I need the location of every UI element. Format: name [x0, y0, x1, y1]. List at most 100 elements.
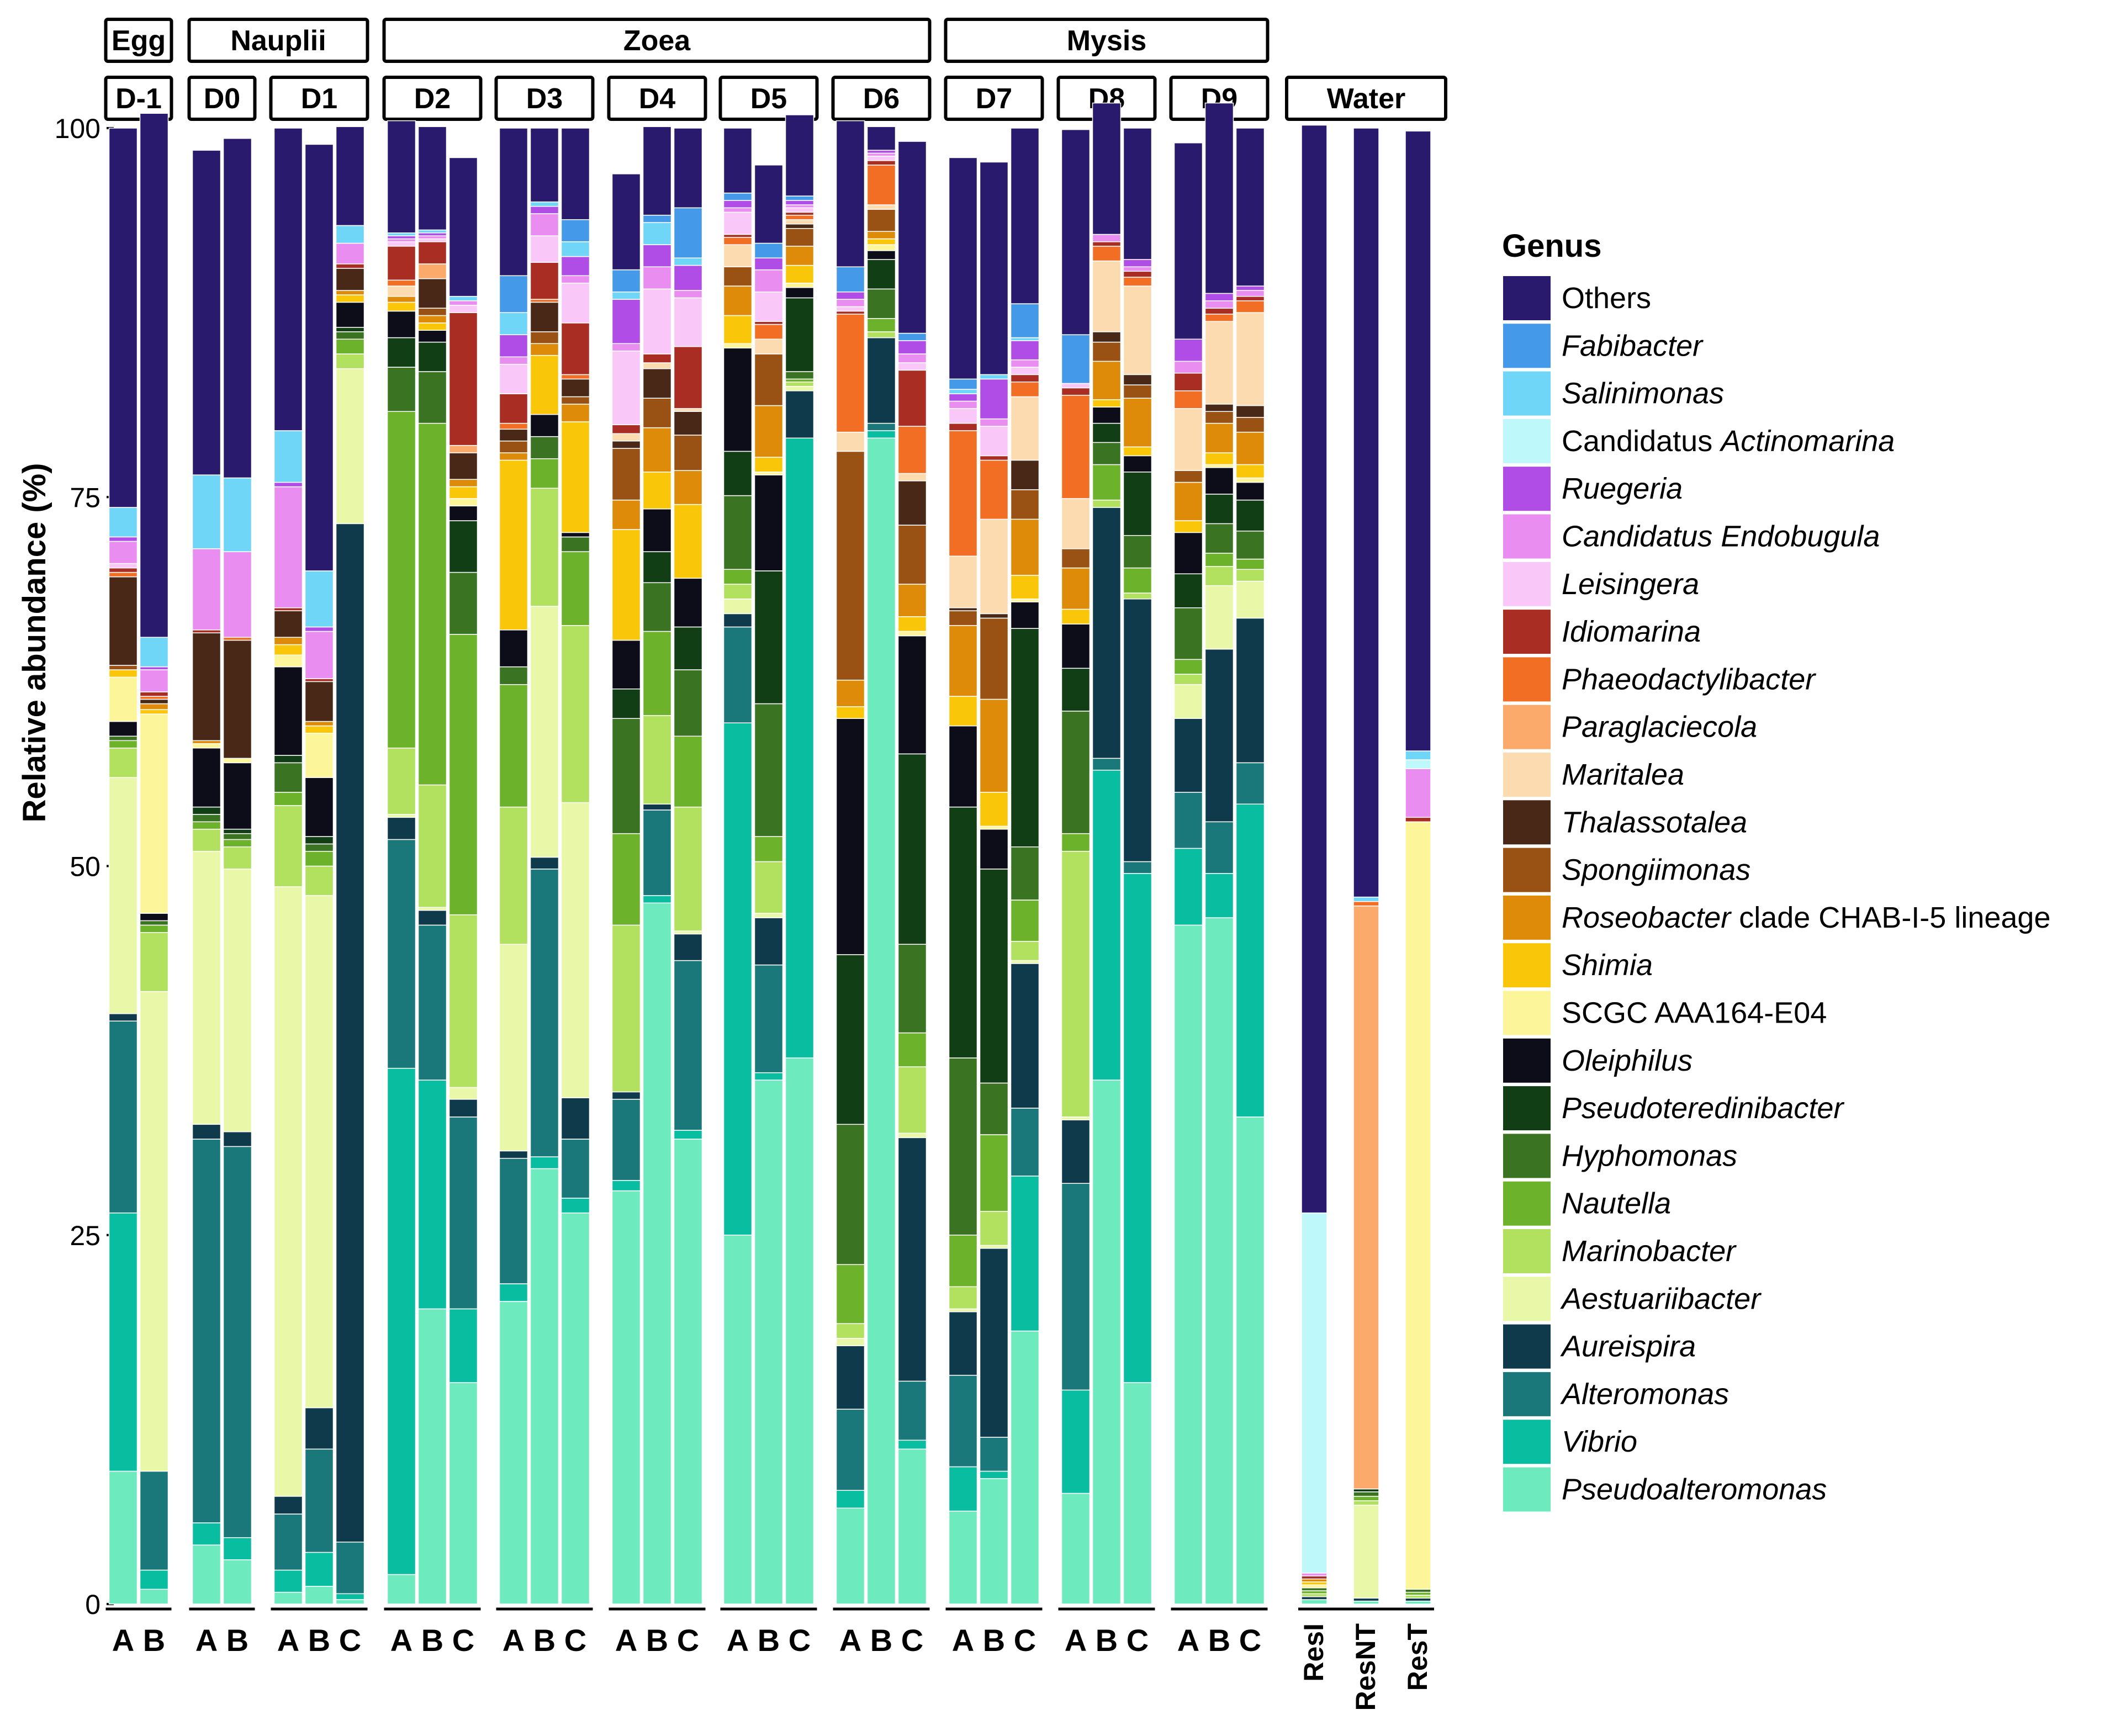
bar-rest — [1405, 130, 1431, 1605]
segment-marinobacter — [499, 806, 528, 945]
legend-label-italic: Aureispira — [1560, 1330, 1696, 1363]
segment-pseudoteredinibacter — [1123, 472, 1152, 536]
segment-scgc-aaa164-e04 — [754, 472, 784, 475]
segment-shimia — [1010, 575, 1040, 600]
segment-pseudoteredinibacter — [335, 327, 365, 332]
segment-vibrio — [897, 1439, 927, 1450]
segment-others — [139, 113, 169, 638]
segment-others — [1010, 128, 1040, 304]
segment-ruegeria — [673, 264, 703, 291]
segment-leisingera — [785, 207, 815, 213]
segment-maritalea — [1204, 321, 1234, 405]
y-axis: 0 25 50 75 100 — [55, 113, 115, 1620]
segment-thalassotalea — [335, 268, 365, 291]
segment-hyphomonas — [754, 703, 784, 837]
segment-paraglaciecola — [1353, 905, 1379, 1490]
legend-label: Maritalea — [1562, 758, 1684, 791]
segment-alteromonas — [1061, 1183, 1091, 1391]
segment-pseudoteredinibacter — [1235, 499, 1265, 532]
segment-roseobacter-clade-chab-i-5-lineage — [387, 295, 416, 303]
segment-alteromonas — [304, 1448, 334, 1553]
segment-pseudoalteromonas — [304, 1586, 334, 1605]
segment-phaeodactylibacter — [1092, 246, 1122, 262]
segment-candidatus-endobugula — [223, 551, 252, 638]
segment-shimia — [139, 709, 169, 714]
bar-d6-a — [835, 120, 865, 1605]
legend-label-italic: Oleiphilus — [1562, 1044, 1693, 1077]
segment-alteromonas — [1204, 821, 1234, 874]
segment-hyphomonas — [897, 944, 927, 1034]
segment-alteromonas — [1010, 1108, 1040, 1177]
segment-salinimonas — [1010, 337, 1040, 341]
legend-item-fabibacter: Fabibacter — [1503, 324, 1704, 368]
bar-d8-c — [1123, 128, 1152, 1605]
segment-candidatus-endobugula — [273, 486, 303, 608]
segment-roseobacter-clade-chab-i-5-lineage — [499, 452, 528, 461]
segment-aestuariibacter — [897, 1132, 927, 1139]
segment-aureispira — [642, 803, 672, 811]
segment-aureispira — [499, 1150, 528, 1159]
segment-phaeodactylibacter — [948, 430, 978, 557]
legend-label: Others — [1562, 282, 1651, 315]
segment-hyphomonas — [1092, 442, 1122, 465]
segment-aestuariibacter — [1173, 684, 1203, 719]
segment-pseudoalteromonas — [948, 1510, 978, 1605]
segment-thalassotalea — [108, 576, 138, 666]
segment-nautella — [948, 1235, 978, 1288]
segment-marinobacter — [785, 382, 815, 387]
segment-shimia — [108, 669, 138, 678]
segment-shimia — [417, 322, 447, 331]
segment-idiomarina — [304, 678, 334, 682]
x-axis-labels: A B A B A B C A B C A B C A B C A B C A B C A B C A B C A B C ResI ResNT… — [105, 1607, 1434, 1711]
legend-label-italic: Ruegeria — [1562, 472, 1683, 505]
segment-others — [1405, 130, 1431, 751]
segment-spongiimonas — [835, 451, 865, 681]
legend-swatch — [1503, 1229, 1551, 1273]
segment-pseudoalteromonas — [866, 437, 896, 1605]
segment-idiomarina — [1061, 387, 1091, 396]
segment-idiomarina — [335, 263, 365, 269]
segment-marinobacter — [835, 1323, 865, 1339]
x-label: C — [1239, 1623, 1261, 1658]
segment-marinobacter — [448, 914, 478, 1088]
segment-fabibacter — [785, 195, 815, 201]
segment-maritalea — [835, 431, 865, 452]
segment-ruegeria — [642, 244, 672, 268]
day-header-d4-label: D4 — [639, 83, 676, 115]
segment-others — [1204, 102, 1234, 294]
segment-others — [948, 157, 978, 380]
segment-oleiphilus — [335, 301, 365, 328]
segment-thalassotalea — [560, 378, 590, 398]
legend-label-italic: Alteromonas — [1560, 1378, 1729, 1411]
segment-aureispira — [866, 337, 896, 424]
bar-d2-c — [448, 157, 478, 1605]
legend-label-italic: Actinomarina — [1719, 425, 1895, 458]
segment-spongiimonas — [108, 665, 138, 670]
segment-vibrio — [448, 1308, 478, 1383]
segment-idiomarina — [499, 393, 528, 424]
legend-label-suffix: SCGC AAA164-E04 — [1562, 997, 1827, 1030]
segment-fabibacter — [673, 207, 703, 258]
segment-shimia — [723, 315, 753, 345]
bar-d8-b — [1092, 102, 1122, 1605]
segment-others — [785, 114, 815, 197]
legend-item-aestuariibacter: Aestuariibacter — [1503, 1277, 1762, 1321]
segment-pseudoteredinibacter — [1010, 628, 1040, 848]
legend-label: SCGC AAA164-E04 — [1562, 997, 1827, 1030]
segment-candidatus-endobugula — [1123, 266, 1152, 272]
segment-hyphomonas — [673, 669, 703, 737]
legend-item-pseudoalteromonas: Pseudoalteromonas — [1503, 1467, 1827, 1512]
segment-phaeodactylibacter — [785, 214, 815, 220]
segment-nautella — [897, 1032, 927, 1067]
segment-pseudoalteromonas — [192, 1544, 221, 1605]
segment-alteromonas — [417, 924, 447, 1081]
day-header-d-1: D-1 — [104, 76, 173, 121]
segment-spongiimonas — [560, 396, 590, 405]
legend-item-others: Others — [1503, 276, 1651, 320]
bar-d7-b — [979, 161, 1009, 1605]
segment-spongiimonas — [723, 266, 753, 287]
segment-marinobacter — [1010, 941, 1040, 961]
segment-alteromonas — [611, 1099, 641, 1181]
segment-nautella — [1353, 1496, 1379, 1501]
segment-shimia — [611, 529, 641, 641]
